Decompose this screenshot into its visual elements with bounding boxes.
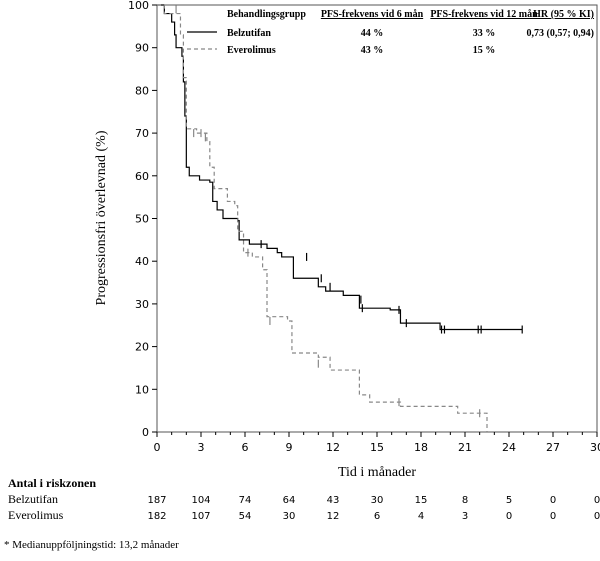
legend-pfs12: 33 % [473,28,496,39]
risk-value: 30 [283,511,296,522]
km-curve-everolimus [157,4,488,432]
y-tick-label: 60 [135,170,149,183]
risk-value: 3 [462,511,468,522]
risk-value: 30 [371,495,384,506]
legend-pfs6: 44 % [361,28,384,39]
risk-row-label: Belzutifan [8,492,58,506]
x-tick-label: 3 [198,441,205,454]
y-tick-label: 40 [135,255,149,268]
y-tick-label: 70 [135,127,149,140]
legend-hr: 0,73 (0,57; 0,94) [527,28,595,39]
risk-row-label: Everolimus [8,508,64,522]
risk-value: 107 [191,511,210,522]
risk-value: 74 [239,495,252,506]
x-tick-label: 9 [286,441,293,454]
x-tick-label: 21 [458,441,472,454]
x-tick-label: 18 [414,441,428,454]
risk-value: 182 [147,511,166,522]
risk-table: Belzutifan 187 104 74 64 43 30 15 8 5 0 0Everolimus… [8,492,600,522]
y-tick-label: 10 [135,383,149,396]
risk-value: 0 [594,511,600,522]
y-tick-label: 20 [135,341,149,354]
risk-value: 0 [594,495,600,506]
y-tick-label: 90 [135,42,149,55]
x-tick-label: 15 [370,441,384,454]
x-tick-label: 30 [590,441,600,454]
legend-header: HR (95 % KI) [533,9,594,20]
legend: Behandlingsgrupp PFS-frekvens vid 6 mån PF… [187,9,594,56]
legend-header: PFS-frekvens vid 12 mån [430,9,538,20]
y-tick-label: 50 [135,213,149,226]
risk-value: 187 [147,495,166,506]
y-tick-label: 100 [128,0,149,12]
risk-value: 0 [550,495,556,506]
x-tick-label: 27 [546,441,560,454]
x-tick-label: 0 [154,441,161,454]
y-tick-label: 80 [135,84,149,97]
risk-value: 8 [462,495,468,506]
legend-pfs12: 15 % [473,45,496,56]
risk-value: 15 [415,495,428,506]
legend-header: Behandlingsgrupp [227,9,306,20]
x-tick-label: 24 [502,441,516,454]
risk-value: 43 [327,495,340,506]
risk-value: 6 [374,511,380,522]
risk-table-title: Antal i riskzonen [8,476,96,490]
y-axis-label: Progressionsfri överlevnad (%) [94,130,109,305]
footnote: * Medianuppföljningstid: 13,2 månader [4,539,179,551]
legend-header: PFS-frekvens vid 6 mån [321,9,424,20]
legend-name: Belzutifan [227,28,271,39]
legend-pfs6: 43 % [361,45,384,56]
risk-value: 5 [506,495,512,506]
risk-value: 54 [239,511,252,522]
risk-value: 12 [327,511,340,522]
risk-value: 0 [550,511,556,522]
x-tick-label: 12 [326,441,340,454]
x-tick-label: 6 [242,441,249,454]
risk-value: 64 [283,495,296,506]
x-axis-label: Tid i månader [338,465,416,480]
axes: 0 10 20 30 40 50 60 70 80 90 100 0 3 6 9 12 15 18 21 24 27 30 [128,0,600,454]
y-tick-label: 30 [135,298,149,311]
y-tick-label: 0 [142,426,149,439]
curves [157,4,523,432]
risk-value: 104 [191,495,210,506]
risk-value: 4 [418,511,424,522]
risk-value: 0 [506,511,512,522]
legend-name: Everolimus [227,45,276,56]
